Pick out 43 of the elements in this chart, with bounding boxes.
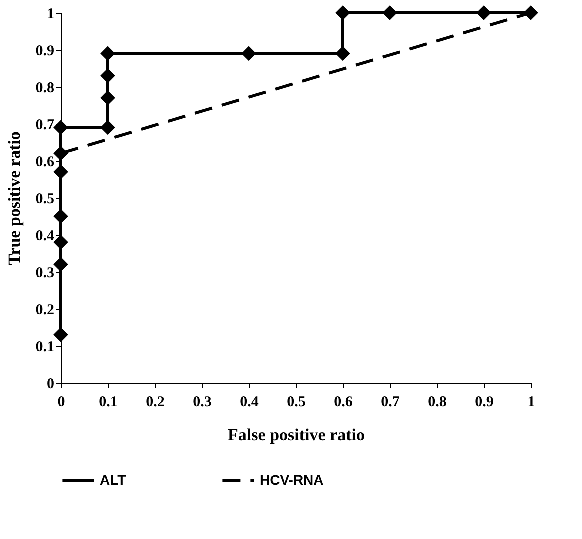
point xyxy=(336,6,350,20)
x-tick-label: 0.8 xyxy=(428,394,447,410)
point xyxy=(100,68,116,84)
y-tick-label: 0.9 xyxy=(36,44,54,60)
x-tick-label: 0.7 xyxy=(381,394,400,410)
y-tick-label: 1 xyxy=(47,6,54,22)
point xyxy=(100,46,116,62)
y-tick-label: 0.2 xyxy=(36,302,54,318)
x-tick-label: 0.1 xyxy=(99,394,118,410)
point xyxy=(54,164,68,180)
point xyxy=(54,146,68,162)
point xyxy=(54,257,68,272)
point xyxy=(100,90,116,106)
point xyxy=(336,46,350,62)
y-tick-label: 0.7 xyxy=(36,118,55,134)
point xyxy=(524,6,538,20)
y-tick-label: 0.5 xyxy=(36,192,54,208)
point xyxy=(476,6,492,20)
y-tick-label: 0.8 xyxy=(36,80,54,96)
x-tick-label: 0.9 xyxy=(475,394,494,410)
legend-label: ALT xyxy=(100,472,127,488)
point xyxy=(54,209,68,224)
y-tick-label: 0.4 xyxy=(36,228,55,244)
y-tick-label: 0 xyxy=(47,376,54,392)
x-tick-label: 0.3 xyxy=(193,394,212,410)
x-tick-label: 0.2 xyxy=(146,394,165,410)
point xyxy=(242,46,256,62)
y-tick-label: 0.1 xyxy=(36,340,54,356)
point xyxy=(54,120,68,136)
x-tick-label: 0.4 xyxy=(240,394,260,410)
point xyxy=(100,120,116,136)
x-axis-title: False positive ratio xyxy=(228,426,365,444)
legend-label: HCV-RNA xyxy=(260,472,324,488)
point xyxy=(382,6,398,20)
y-tick-label: 0.6 xyxy=(36,154,55,170)
x-tick-label: 0.5 xyxy=(287,394,306,410)
x-tick-label: 0.6 xyxy=(334,394,354,410)
x-tick-label: 1 xyxy=(528,394,536,410)
y-axis-title: True positive ratio xyxy=(4,132,24,266)
x-tick-label: 0 xyxy=(58,394,66,410)
point xyxy=(54,234,68,250)
point xyxy=(54,327,68,342)
y-tick-label: 0.3 xyxy=(36,266,54,282)
